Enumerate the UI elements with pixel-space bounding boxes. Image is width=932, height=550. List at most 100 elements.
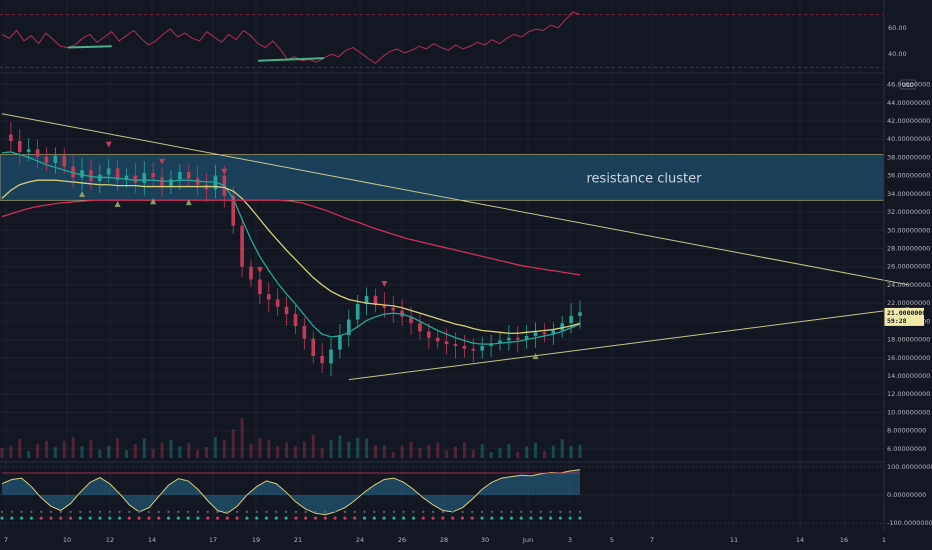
candle-body — [462, 345, 467, 349]
candle-body — [329, 349, 333, 364]
oscillator-dot — [284, 510, 288, 514]
price-tick-label: 40.00000000 — [887, 135, 930, 143]
candle-body — [427, 331, 431, 338]
price-tick-label: 36.00000000 — [887, 172, 930, 180]
oscillator-dot — [275, 510, 278, 514]
oscillator-dot — [137, 510, 141, 514]
candle-body — [62, 155, 67, 167]
oscillator-dot — [353, 516, 357, 520]
descending-trendline[interactable] — [1, 113, 910, 286]
oscillator-dot — [510, 510, 513, 514]
volume-bar — [480, 444, 484, 458]
price-panel[interactable]: resistance cluster 46.00000000 44.0000000… — [0, 81, 930, 458]
last-price-tag: 21.00000000 59:28 — [884, 307, 930, 326]
volume-bar — [36, 444, 40, 458]
rsi-divergence — [67, 45, 112, 49]
time-tick-label: 7 — [4, 536, 8, 544]
candle-body — [71, 166, 75, 178]
time-tick-label: 14 — [796, 536, 804, 544]
oscillator-dot — [568, 516, 572, 520]
oscillator-panel[interactable]: 100.00000000 0.00000000 -100.00000000 — [0, 463, 932, 527]
candle-body — [142, 172, 147, 183]
candle-body — [186, 171, 191, 179]
oscillator-dot — [373, 510, 376, 514]
candle-body — [435, 337, 440, 342]
candle-body — [284, 306, 289, 315]
price-tick-label: 12.00000000 — [887, 390, 930, 398]
oscillator-dot — [196, 510, 200, 514]
volume-bar — [534, 442, 538, 458]
volume-bar — [267, 440, 271, 458]
oscillator-dot — [304, 516, 308, 520]
oscillator-dot — [39, 516, 43, 520]
oscillator-tick-label: -100.00000000 — [887, 519, 932, 527]
volume-bar — [27, 451, 31, 458]
oscillator-dot — [215, 516, 220, 520]
volume-bar — [71, 436, 75, 458]
price-tick-label: 16.00000000 — [887, 354, 930, 362]
oscillator-dot — [68, 516, 73, 520]
oscillator-dot — [363, 510, 366, 514]
time-tick-label: Jun — [522, 536, 533, 544]
oscillator-dot — [39, 510, 43, 514]
oscillator-series — [0, 466, 884, 524]
candle-body — [178, 171, 182, 180]
candle-body — [347, 319, 351, 336]
candle-body — [266, 294, 271, 300]
oscillator-dot — [539, 516, 543, 520]
oscillator-dot — [0, 510, 4, 514]
volume-bar — [578, 444, 582, 458]
oscillator-dot — [294, 510, 298, 514]
volume-bar — [160, 442, 164, 458]
oscillator-dot — [177, 510, 180, 514]
oscillator-dot — [431, 510, 435, 514]
oscillator-dot — [343, 516, 347, 520]
volume-bar — [44, 440, 48, 458]
price-axis[interactable]: 46.00000000 44.00000000 42.00000000 40.0000… — [887, 81, 930, 453]
volume-bar — [445, 450, 449, 458]
oscillator-dot — [402, 510, 405, 514]
rsi-series — [0, 11, 884, 68]
time-axis[interactable]: 7 10 12 14 17 19 21 24 26 28 30 Jun 3 5 7 11 14 16 1 — [4, 536, 886, 544]
oscillator-dot — [402, 516, 406, 520]
candle-body — [338, 335, 342, 350]
oscillator-dot — [264, 516, 269, 520]
rsi-panel[interactable]: 60.00 40.00 — [0, 11, 907, 68]
volume-bar — [213, 437, 217, 458]
candle-body — [355, 304, 360, 320]
oscillator-dot — [98, 516, 102, 520]
oscillator-dot — [500, 510, 503, 514]
time-tick-label: 10 — [63, 536, 71, 544]
oscillator-dot — [569, 510, 572, 514]
candle-body — [444, 341, 449, 345]
ascending-trendline[interactable] — [348, 307, 910, 381]
time-tick-label: 24 — [356, 536, 364, 544]
volume-bar — [133, 444, 137, 458]
oscillator-dot — [333, 516, 337, 520]
resistance-zone[interactable] — [0, 154, 885, 201]
volume-bar — [427, 444, 431, 458]
price-tick-label: 38.00000000 — [887, 153, 930, 161]
volume-bar — [454, 446, 458, 458]
oscillator-dot — [313, 516, 318, 520]
time-tick-label: 11 — [730, 536, 738, 544]
candle-body — [17, 141, 22, 152]
currency-badge[interactable]: USD — [899, 79, 917, 90]
trendlines[interactable] — [1, 113, 910, 381]
volume-bar — [142, 438, 146, 458]
candle-body — [151, 172, 155, 178]
candle-body — [133, 175, 138, 183]
volume-bar — [293, 446, 297, 458]
oscillator-dot — [167, 510, 170, 514]
oscillator-dot — [186, 516, 190, 520]
price-tick-label: 30.00000000 — [887, 226, 930, 234]
volume-bar — [9, 445, 13, 458]
time-tick-label: 12 — [106, 536, 114, 544]
candle-body — [89, 170, 93, 182]
candle-body — [124, 175, 129, 181]
candle-body — [106, 168, 111, 175]
ma-slow-line — [1, 199, 581, 276]
volume-bar — [542, 450, 546, 458]
volume-bar — [151, 449, 155, 458]
